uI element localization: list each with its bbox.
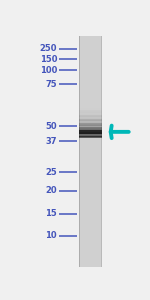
- Bar: [79, 131, 102, 133]
- Bar: [79, 122, 102, 123]
- Bar: [79, 112, 102, 113]
- Bar: [79, 115, 102, 117]
- Bar: [79, 119, 102, 121]
- Bar: [79, 116, 102, 117]
- Text: 25: 25: [45, 168, 57, 177]
- Bar: [79, 136, 102, 137]
- Bar: [79, 108, 102, 109]
- Bar: [79, 129, 102, 130]
- Bar: [79, 121, 102, 122]
- Bar: [79, 124, 102, 125]
- Text: 100: 100: [40, 66, 57, 75]
- Bar: [79, 118, 102, 119]
- Bar: [79, 117, 102, 118]
- Bar: [79, 114, 102, 115]
- Bar: [79, 133, 102, 134]
- Bar: [79, 125, 102, 126]
- Bar: [79, 36, 80, 267]
- Bar: [79, 113, 102, 114]
- Bar: [79, 123, 102, 124]
- Bar: [79, 131, 102, 132]
- Text: 10: 10: [45, 231, 57, 240]
- Bar: [79, 36, 80, 267]
- Bar: [79, 118, 102, 120]
- Text: 20: 20: [45, 186, 57, 195]
- Bar: [101, 36, 102, 267]
- Bar: [79, 127, 102, 128]
- Bar: [79, 134, 102, 135]
- Bar: [79, 128, 102, 130]
- Bar: [79, 105, 102, 106]
- Bar: [79, 130, 102, 134]
- Bar: [79, 132, 102, 134]
- Text: 250: 250: [40, 44, 57, 53]
- Bar: [79, 109, 102, 110]
- Bar: [79, 135, 102, 136]
- Text: 15: 15: [45, 209, 57, 218]
- Bar: [79, 106, 102, 108]
- Text: 50: 50: [45, 122, 57, 130]
- Bar: [79, 134, 102, 137]
- Bar: [79, 107, 102, 109]
- Bar: [79, 36, 102, 267]
- Text: 150: 150: [40, 55, 57, 64]
- Bar: [79, 111, 102, 112]
- Bar: [79, 126, 102, 127]
- Bar: [79, 115, 102, 116]
- Text: 75: 75: [45, 80, 57, 88]
- Bar: [79, 130, 102, 131]
- Bar: [79, 110, 102, 112]
- Bar: [79, 110, 102, 111]
- Bar: [79, 128, 102, 129]
- Text: 37: 37: [46, 136, 57, 146]
- Bar: [79, 136, 102, 138]
- Bar: [79, 120, 102, 122]
- Bar: [79, 123, 102, 125]
- Bar: [79, 106, 102, 107]
- Bar: [79, 36, 80, 267]
